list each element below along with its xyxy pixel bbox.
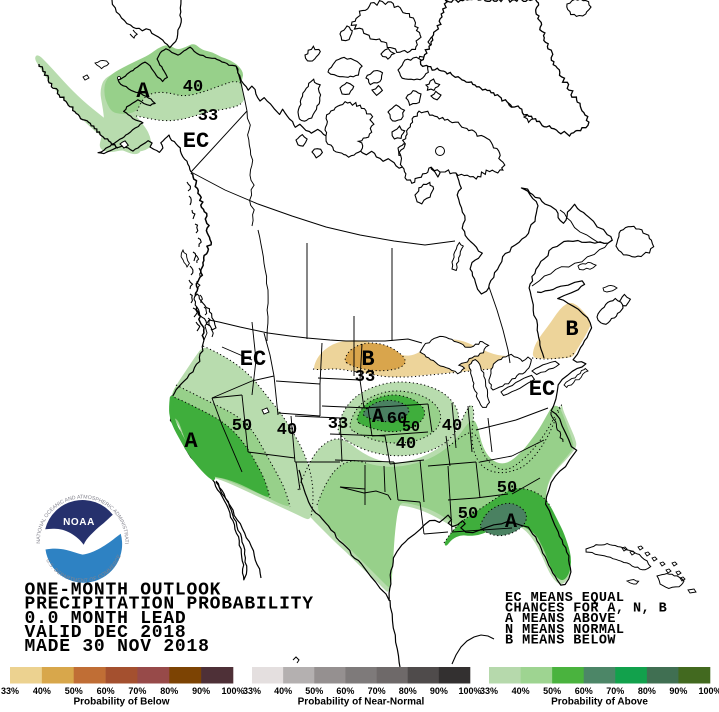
svg-text:100%: 100% (221, 686, 244, 696)
svg-text:90%: 90% (192, 686, 210, 696)
svg-text:B MEANS BELOW: B MEANS BELOW (505, 633, 616, 648)
svg-text:60%: 60% (575, 686, 593, 696)
svg-text:50%: 50% (65, 686, 83, 696)
svg-text:33: 33 (328, 415, 348, 434)
svg-text:EC: EC (240, 347, 266, 372)
svg-text:0.0 MONTH LEAD: 0.0 MONTH LEAD (25, 609, 187, 629)
svg-text:33%: 33% (243, 686, 261, 696)
svg-text:40%: 40% (274, 686, 292, 696)
svg-text:80%: 80% (399, 686, 417, 696)
svg-text:50: 50 (402, 419, 420, 436)
svg-text:40: 40 (396, 435, 416, 454)
svg-text:Probability of Above: Probability of Above (551, 697, 648, 708)
svg-text:60: 60 (387, 410, 407, 429)
svg-text:VALID DEC 2018: VALID DEC 2018 (25, 623, 187, 643)
svg-text:MADE 30 NOV 2018: MADE 30 NOV 2018 (25, 637, 210, 657)
svg-text:N MEANS NORMAL: N MEANS NORMAL (505, 623, 624, 638)
svg-text:60%: 60% (336, 686, 354, 696)
svg-text:CHANCES FOR A, N, B: CHANCES FOR A, N, B (505, 602, 667, 617)
svg-text:100%: 100% (458, 686, 481, 696)
svg-text:80%: 80% (160, 686, 178, 696)
svg-text:A: A (505, 511, 517, 534)
svg-text:40: 40 (442, 417, 462, 436)
svg-text:A: A (184, 429, 198, 454)
svg-text:40%: 40% (33, 686, 51, 696)
svg-text:70%: 70% (128, 686, 146, 696)
svg-text:50: 50 (232, 417, 252, 436)
svg-text:A MEANS ABOVE: A MEANS ABOVE (505, 612, 616, 627)
svg-text:70%: 70% (368, 686, 386, 696)
svg-text:Probability of Near-Normal: Probability of Near-Normal (298, 697, 425, 708)
svg-text:PRECIPITATION PROBABILITY: PRECIPITATION PROBABILITY (25, 595, 314, 615)
svg-text:100%: 100% (698, 686, 719, 696)
svg-text:90%: 90% (430, 686, 448, 696)
svg-text:A: A (136, 79, 150, 104)
svg-text:Probability of Below: Probability of Below (73, 697, 169, 708)
svg-text:50: 50 (458, 505, 478, 524)
svg-text:70%: 70% (606, 686, 624, 696)
svg-text:B: B (565, 317, 578, 342)
svg-text:40: 40 (277, 421, 297, 440)
svg-text:50%: 50% (543, 686, 561, 696)
svg-text:50%: 50% (305, 686, 323, 696)
svg-text:40%: 40% (512, 686, 530, 696)
svg-text:A: A (372, 406, 384, 429)
svg-text:90%: 90% (669, 686, 687, 696)
svg-text:ONE-MONTH OUTLOOK: ONE-MONTH OUTLOOK (25, 581, 222, 601)
svg-text:33: 33 (355, 368, 375, 387)
svg-text:40: 40 (183, 78, 203, 97)
svg-text:EC: EC (183, 129, 209, 154)
svg-text:NOAA: NOAA (63, 517, 95, 528)
svg-text:EC: EC (529, 377, 555, 402)
svg-text:33%: 33% (480, 686, 498, 696)
svg-text:50: 50 (497, 479, 517, 498)
svg-text:80%: 80% (638, 686, 656, 696)
svg-text:EC MEANS EQUAL: EC MEANS EQUAL (505, 591, 624, 606)
svg-text:B: B (361, 347, 374, 372)
svg-text:33%: 33% (1, 686, 19, 696)
svg-text:60%: 60% (97, 686, 115, 696)
svg-text:33: 33 (198, 107, 218, 126)
